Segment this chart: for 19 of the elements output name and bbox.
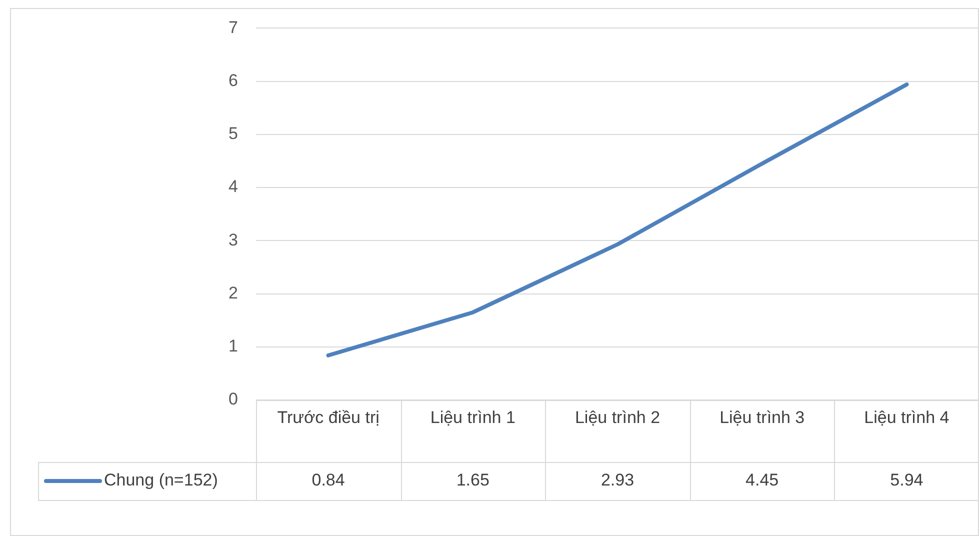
y-tick-label: 1 — [228, 336, 238, 356]
y-tick-label: 0 — [228, 390, 238, 409]
data-label: 2.93 — [600, 470, 634, 490]
data-label: 1.65 — [456, 470, 490, 490]
x-tick-label: Liệu trình 4 — [864, 408, 950, 427]
y-tick-label: 3 — [228, 230, 238, 250]
x-tick-label: Liệu trình 3 — [720, 408, 805, 427]
y-tick-label: 5 — [228, 124, 238, 144]
x-tick-label: Liệu trình 1 — [430, 408, 516, 427]
y-tick-label: 2 — [228, 283, 238, 302]
x-tick-label: Trước điều trị — [277, 408, 380, 427]
y-tick-label: 7 — [228, 18, 238, 37]
data-label: 4.45 — [746, 470, 779, 490]
y-tick-label: 6 — [228, 71, 238, 90]
legend-label: Chung (n=152) — [104, 470, 218, 490]
data-label: 5.94 — [890, 470, 924, 490]
x-tick-label: Liệu trình 2 — [574, 408, 660, 427]
y-tick-label: 4 — [228, 177, 238, 196]
data-label: 0.84 — [312, 470, 345, 490]
